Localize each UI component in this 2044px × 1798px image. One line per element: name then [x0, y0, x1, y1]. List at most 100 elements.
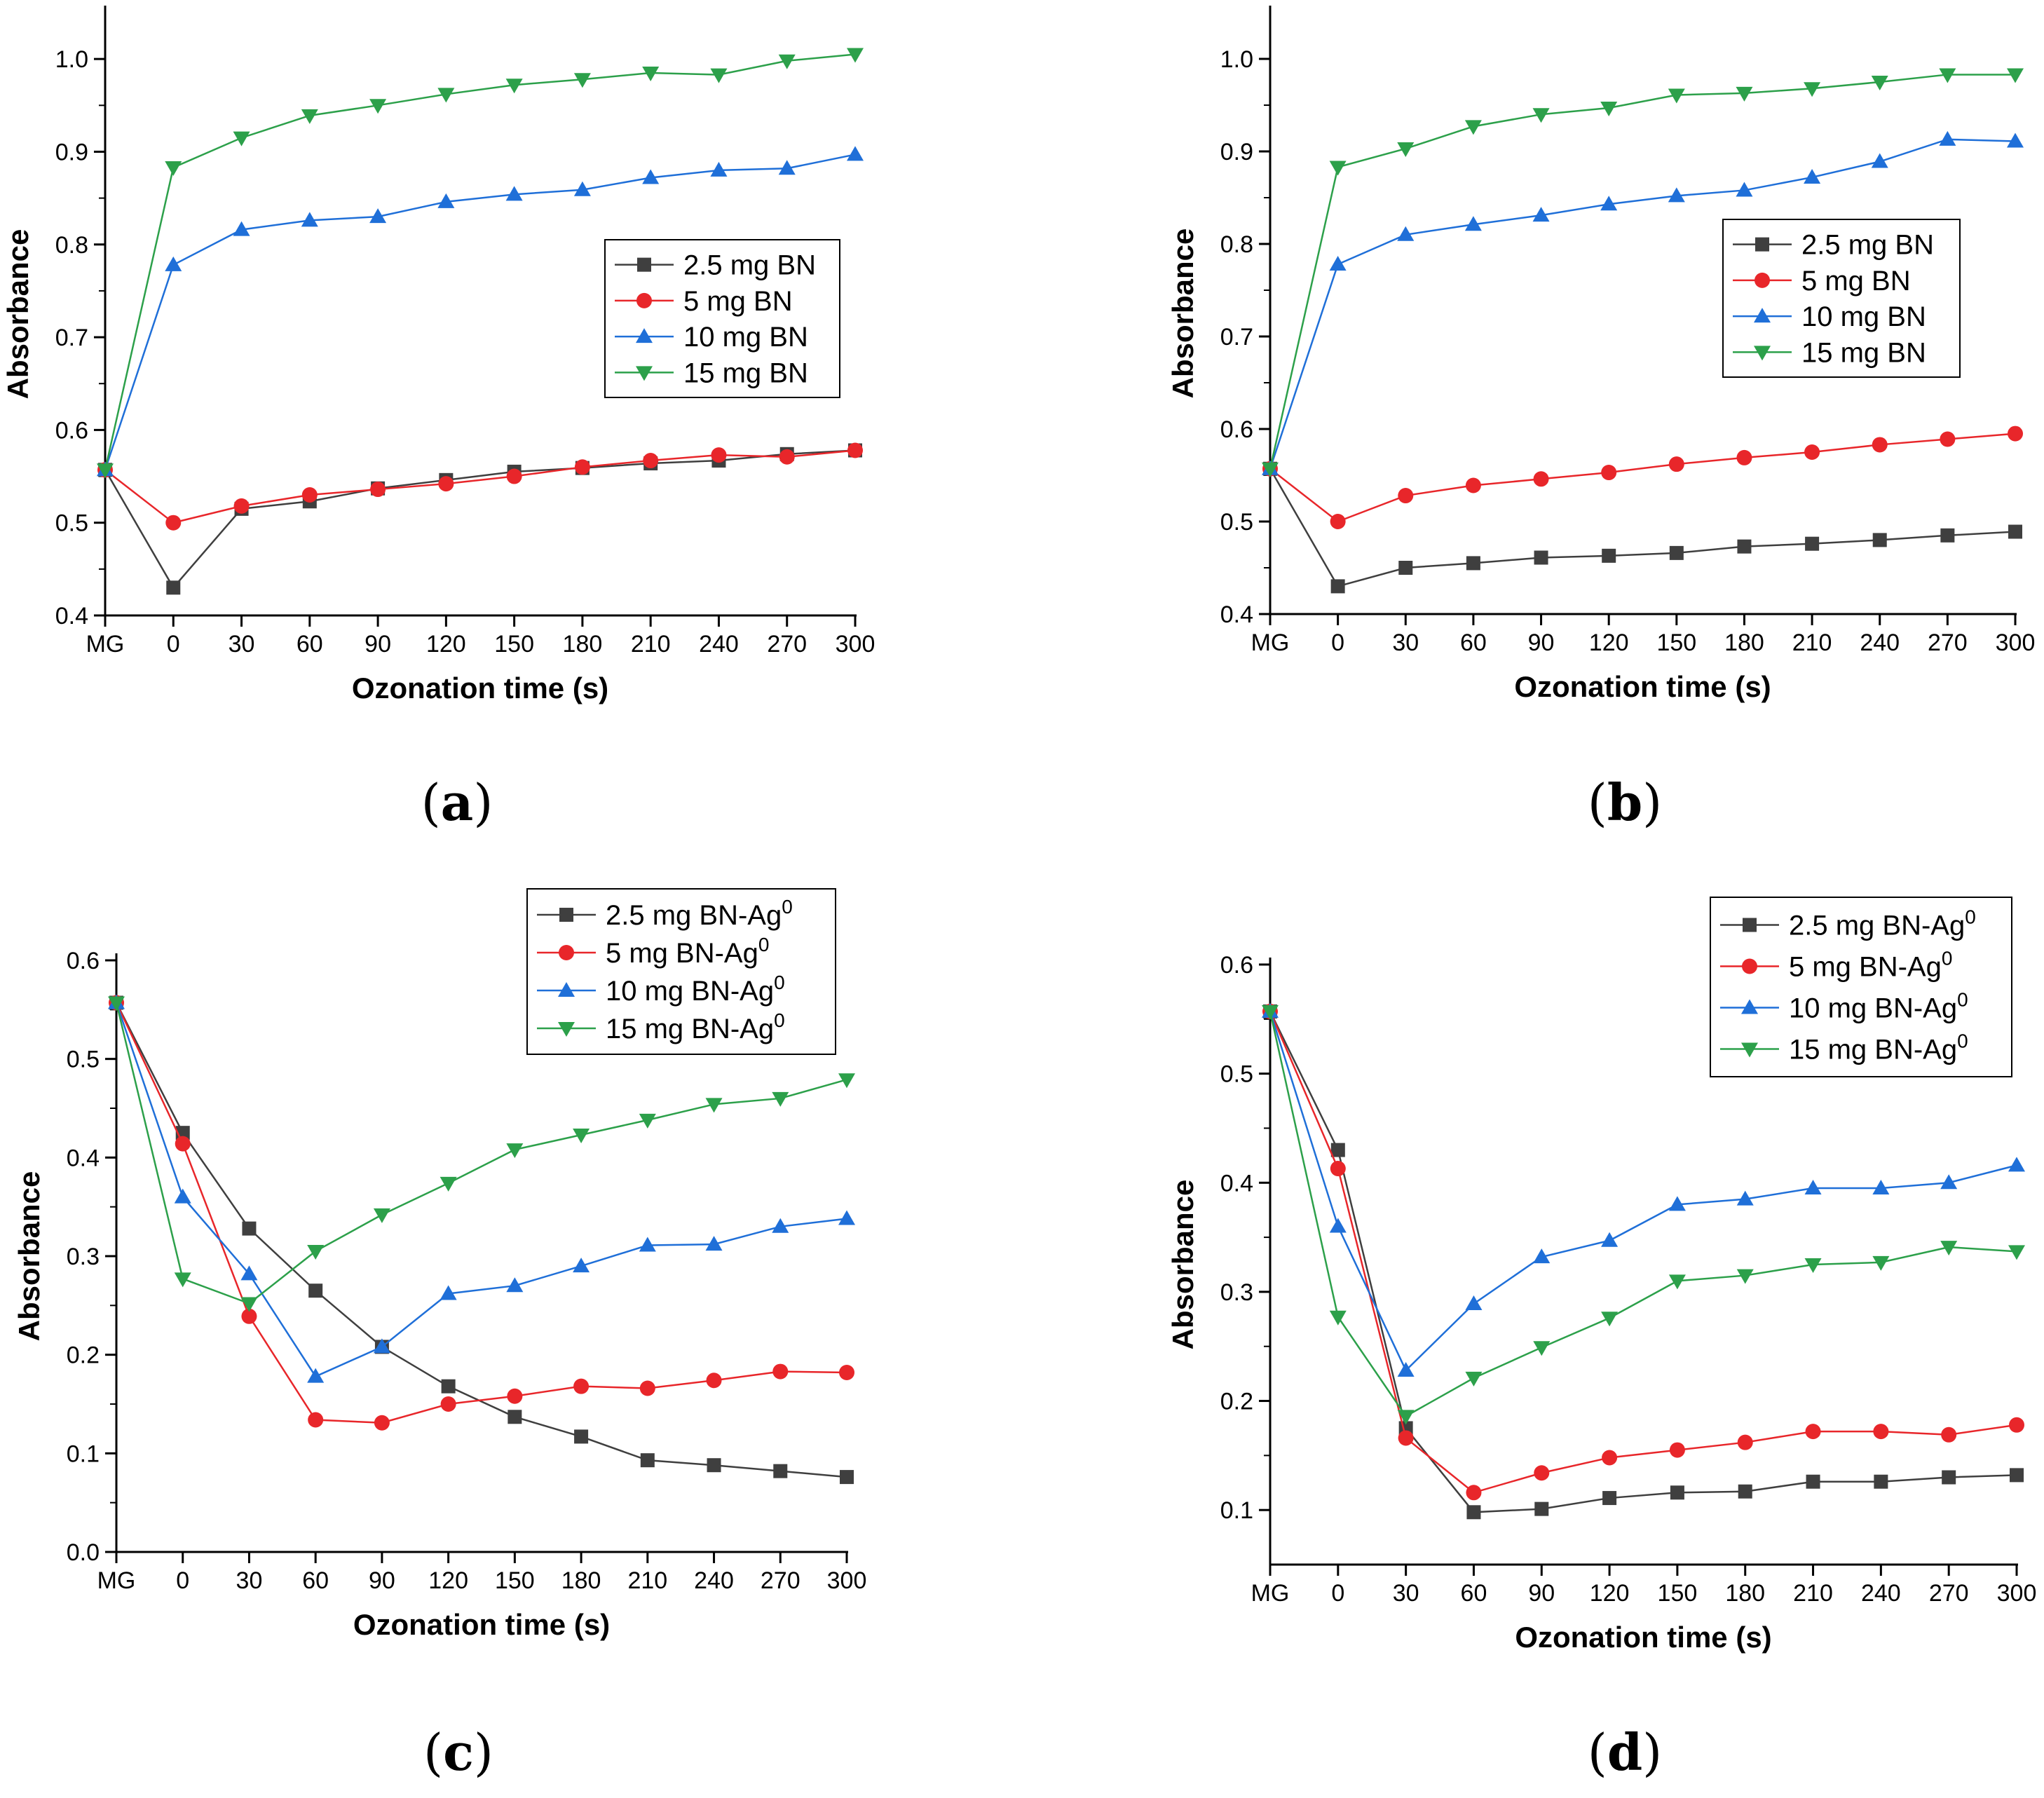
data-point — [1668, 1196, 1686, 1211]
data-point — [1602, 1450, 1618, 1466]
x-tick-label: 60 — [297, 631, 323, 658]
data-point — [1941, 1426, 1957, 1443]
data-point — [642, 67, 660, 81]
data-point — [2008, 425, 2023, 442]
data-point — [772, 1363, 789, 1380]
data-point — [574, 1429, 589, 1444]
series-5 — [1262, 425, 2023, 529]
data-point — [1397, 1361, 1415, 1377]
x-tick-label: 180 — [561, 1567, 601, 1594]
legend-entry: 10 mg BN — [683, 322, 808, 353]
x-tick-label: 270 — [767, 631, 807, 658]
legend-marker — [1754, 346, 1771, 361]
legend: 2.5 mg BN 5 mg BN 10 mg BN 15 mg BN — [1722, 219, 1961, 378]
series-10 — [1262, 1002, 2025, 1377]
series-10 — [1262, 130, 2024, 475]
x-tick-label: 180 — [1725, 1580, 1765, 1607]
legend-entry: 15 mg BN — [1801, 337, 1926, 368]
legend-entry: 15 mg BN-Ag0 — [1789, 1030, 1968, 1065]
legend-entry: 10 mg BN-Ag0 — [606, 972, 785, 1007]
series-line — [1269, 74, 2015, 470]
data-point — [1601, 465, 1617, 481]
data-point — [165, 256, 182, 271]
data-point — [1940, 1241, 1958, 1256]
x-tick-label: 90 — [1528, 629, 1555, 656]
data-point — [1533, 1248, 1551, 1264]
data-point — [2008, 1245, 2025, 1260]
data-point — [1465, 1295, 1483, 1311]
y-tick-label: 0.4 — [67, 1145, 100, 1171]
y-tick-label: 0.1 — [1220, 1497, 1253, 1524]
data-point — [440, 1285, 457, 1300]
data-point — [2007, 68, 2024, 83]
data-point — [1942, 1470, 1956, 1485]
y-tick-label: 0.6 — [55, 417, 88, 444]
legend-entry: 2.5 mg BN-Ag0 — [606, 896, 793, 931]
data-point — [640, 1453, 655, 1468]
data-point — [1738, 1484, 1752, 1499]
data-point — [772, 1218, 789, 1233]
data-point — [1464, 120, 1482, 135]
data-point — [1804, 82, 1821, 97]
legend-superscript: 0 — [1942, 948, 1953, 969]
y-tick-label: 0.1 — [67, 1441, 100, 1467]
chart-panel-b: 0.4 0.5 0.6 0.7 0.8 0.9 1.0 MG 0 30 60 90 120 150 180 2… — [1166, 6, 2035, 832]
series-line — [115, 1002, 847, 1478]
y-tick-label: 0.4 — [1220, 601, 1253, 628]
series-15 — [97, 48, 864, 479]
data-point — [711, 447, 727, 463]
data-point — [1329, 1218, 1347, 1233]
data-point — [573, 181, 591, 196]
y-tick-label: 0.7 — [55, 325, 88, 351]
data-point — [369, 99, 387, 114]
data-point — [778, 160, 796, 175]
x-tick-label: MG — [97, 1567, 136, 1594]
x-tick-label: 120 — [426, 631, 466, 658]
x-tick-label: 150 — [494, 631, 534, 658]
data-point — [1872, 1180, 1890, 1195]
x-tick-label: 150 — [1658, 1580, 1698, 1607]
legend-entry: 5 mg BN — [1801, 266, 1911, 297]
data-point — [1805, 1424, 1821, 1440]
y-axis-title: Absorbance — [1, 229, 34, 400]
y-tick-label: 0.5 — [1220, 509, 1253, 536]
data-point — [778, 54, 796, 69]
data-point — [308, 1412, 324, 1428]
legend-entry: 2.5 mg BN — [1801, 230, 1934, 261]
x-tick-label: 240 — [694, 1567, 734, 1594]
data-point — [437, 193, 455, 208]
y-axis-title: Absorbance — [1166, 1180, 1199, 1350]
legend-marker — [1755, 237, 1769, 252]
x-tick-label: 270 — [1929, 1580, 1969, 1607]
series-line — [1269, 1011, 2017, 1373]
data-point — [1871, 153, 1888, 168]
data-point — [373, 1208, 390, 1223]
y-tick-label: 0.3 — [67, 1244, 100, 1270]
data-point — [1397, 1410, 1415, 1425]
data-point — [506, 1143, 524, 1159]
data-point — [773, 1464, 788, 1478]
y-axis-title: Absorbance — [1166, 229, 1199, 399]
data-point — [705, 1098, 723, 1113]
legend-marker — [558, 1022, 575, 1037]
data-point — [308, 1283, 323, 1298]
data-point — [1804, 1258, 1822, 1273]
data-point — [440, 1176, 457, 1192]
x-tick-label: 30 — [236, 1567, 263, 1594]
y-tick-label: 0.2 — [67, 1342, 100, 1369]
data-point — [1669, 1442, 1685, 1458]
data-point — [1534, 550, 1548, 565]
data-point — [165, 161, 182, 176]
y-tick-label: 0.8 — [55, 232, 88, 259]
legend-box — [526, 888, 836, 1055]
data-point — [639, 1380, 655, 1396]
data-point — [779, 449, 795, 465]
data-point — [1329, 1310, 1347, 1326]
data-point — [840, 1470, 854, 1485]
data-point — [374, 1415, 390, 1431]
legend-marker — [1743, 918, 1757, 932]
legend-entry: 10 mg BN — [1801, 301, 1926, 332]
y-tick-label: 0.6 — [1220, 416, 1253, 443]
legend-superscript: 0 — [1957, 1030, 1968, 1052]
x-tick-label: 120 — [1590, 1580, 1630, 1607]
